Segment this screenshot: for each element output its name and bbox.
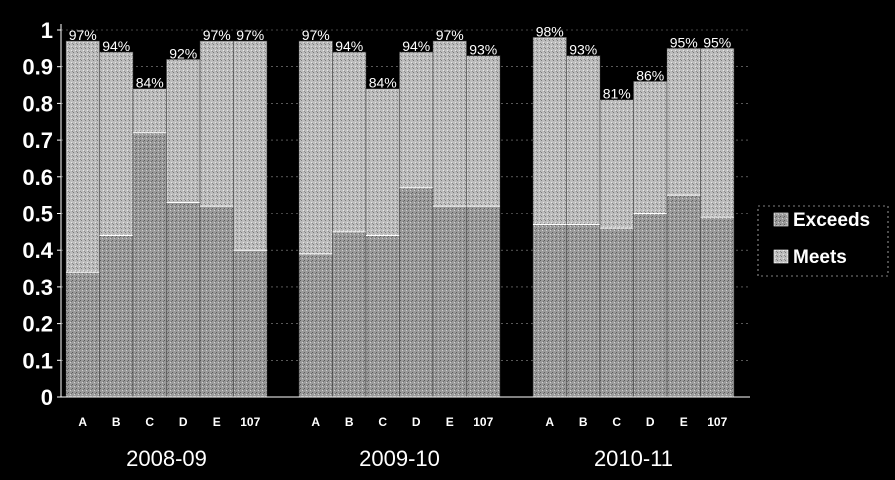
category-tick-label: A — [78, 415, 87, 429]
category-tick-label: A — [545, 415, 554, 429]
total-data-label: 95% — [703, 34, 731, 50]
axis-layer: 0 0.1 0.2 0.3 0.4 0.5 0.6 0.7 0.8 0.9 1 A B C D E 107 200… — [22, 18, 750, 471]
category-tick-label: E — [680, 415, 688, 429]
category-tick-label: 107 — [707, 415, 727, 429]
bar-exceeds — [399, 187, 434, 398]
total-data-label: 97% — [69, 27, 97, 43]
bar-exceeds — [566, 224, 601, 398]
total-data-label: 93% — [569, 42, 597, 58]
bar-exceeds — [666, 194, 701, 398]
category-tick-label: B — [579, 415, 588, 429]
bar-exceeds — [65, 271, 100, 398]
y-tick-label: 0.4 — [22, 238, 53, 263]
bar-exceeds — [166, 202, 201, 398]
legend-swatch-exceeds — [773, 212, 789, 227]
bar-exceeds — [633, 213, 668, 398]
category-tick-label: 107 — [240, 415, 260, 429]
total-data-label: 97% — [436, 27, 464, 43]
bar-meets — [332, 51, 367, 233]
category-tick-label: D — [179, 415, 188, 429]
bar-meets — [233, 40, 268, 251]
total-data-label: 98% — [536, 23, 564, 39]
y-tick-label: 0.6 — [22, 165, 53, 190]
y-tick-label: 0.7 — [22, 128, 53, 153]
bar-exceeds — [365, 235, 400, 398]
labels-layer: 97% 94% 84% 92% 97% 97% 97% 94% 84% 94% 97% 93% 98% 9… — [69, 23, 732, 101]
total-data-label: 94% — [102, 38, 130, 54]
total-data-label: 97% — [236, 27, 264, 43]
total-data-label: 94% — [402, 38, 430, 54]
y-tick-label: 0.3 — [22, 275, 53, 300]
y-tick-label: 1 — [41, 18, 53, 43]
group-label: 2008-09 — [126, 446, 207, 471]
y-tick-label: 0.9 — [22, 55, 53, 80]
bar-meets — [700, 48, 735, 218]
category-tick-label: B — [112, 415, 121, 429]
category-tick-label: E — [446, 415, 454, 429]
total-data-label: 97% — [302, 27, 330, 43]
bars-layer — [65, 37, 735, 398]
bar-exceeds — [466, 205, 501, 398]
total-data-label: 84% — [369, 75, 397, 91]
category-tick-label: D — [412, 415, 421, 429]
y-tick-label: 0 — [41, 385, 53, 410]
category-tick-label: D — [646, 415, 655, 429]
category-tick-label: E — [213, 415, 221, 429]
legend-swatch-meets — [773, 249, 789, 264]
bar-meets — [432, 40, 467, 207]
category-tick-label: C — [612, 415, 621, 429]
total-data-label: 93% — [469, 42, 497, 58]
bar-meets — [65, 40, 100, 273]
bar-meets — [166, 59, 201, 203]
total-data-label: 84% — [136, 75, 164, 91]
bar-exceeds — [432, 205, 467, 398]
total-data-label: 95% — [670, 34, 698, 50]
bar-exceeds — [298, 253, 333, 398]
bar-meets — [633, 81, 668, 214]
bar-meets — [599, 99, 634, 229]
total-data-label: 86% — [636, 67, 664, 83]
y-tick-label: 0.2 — [22, 312, 53, 337]
bar-exceeds — [532, 224, 567, 398]
total-data-label: 97% — [203, 27, 231, 43]
bar-meets — [566, 55, 601, 225]
bar-meets — [199, 40, 234, 207]
legend-label: Meets — [793, 247, 847, 268]
category-tick-label: A — [311, 415, 320, 429]
bar-exceeds — [132, 132, 167, 398]
total-data-label: 92% — [169, 45, 197, 61]
total-data-label: 94% — [335, 38, 363, 54]
y-tick-label: 0.1 — [22, 348, 53, 373]
y-tick-label: 0.5 — [22, 202, 53, 227]
bar-meets — [399, 51, 434, 189]
legend-label: Exceeds — [793, 210, 870, 231]
group-label: 2010-11 — [594, 446, 673, 471]
bar-meets — [666, 48, 701, 196]
category-tick-label: C — [145, 415, 154, 429]
bar-meets — [365, 88, 400, 236]
group-label: 2009-10 — [359, 446, 440, 471]
category-tick-label: C — [378, 415, 387, 429]
bar-exceeds — [99, 235, 134, 398]
bar-meets — [466, 55, 501, 207]
y-tick-label: 0.8 — [22, 91, 53, 116]
bar-meets — [298, 40, 333, 255]
bar-exceeds — [233, 249, 268, 398]
bar-exceeds — [700, 216, 735, 398]
bar-meets — [132, 88, 167, 134]
bar-meets — [532, 37, 567, 225]
bar-meets — [99, 51, 134, 236]
bar-exceeds — [332, 231, 367, 398]
bar-exceeds — [199, 205, 234, 398]
legend-frame — [757, 205, 889, 277]
legend: Exceeds Meets — [757, 205, 889, 277]
bar-exceeds — [599, 227, 634, 398]
category-tick-label: 107 — [473, 415, 493, 429]
total-data-label: 81% — [603, 86, 631, 102]
category-tick-label: B — [345, 415, 354, 429]
